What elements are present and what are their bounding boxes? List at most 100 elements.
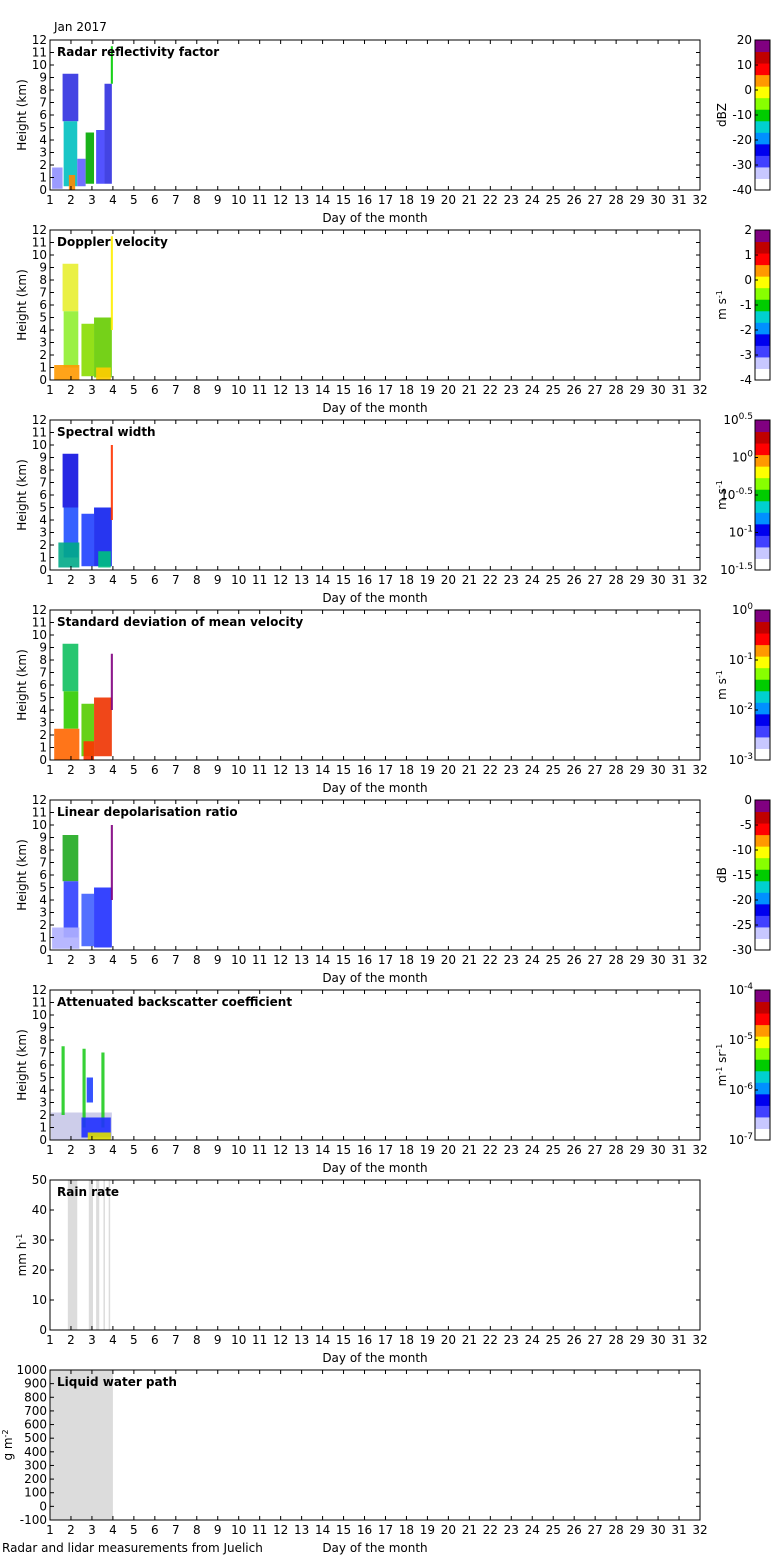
x-tick-label: 26 [567, 383, 582, 397]
heatmap-region [85, 132, 95, 184]
colorbar-swatch [755, 178, 770, 191]
colorbar-tick-label: 10-7 [729, 1132, 753, 1147]
colorbar-swatch [755, 253, 770, 266]
colorbar-swatch [755, 1024, 770, 1037]
x-tick-label: 16 [357, 1523, 372, 1537]
colorbar-swatch [755, 713, 770, 726]
y-tick-label: 3 [39, 716, 47, 730]
colorbar-swatch [755, 1047, 770, 1060]
colorbar-tick-label: 10-2 [729, 702, 753, 717]
panel-title: Radar reflectivity factor [57, 45, 219, 59]
heatmap-region [63, 881, 79, 938]
y-tick-label: 5 [39, 311, 47, 325]
x-tick-label: 29 [629, 1143, 644, 1157]
heatmap-region [62, 835, 79, 882]
y-tick-label: 0 [39, 183, 47, 197]
heatmap-region [81, 893, 95, 947]
x-tick-label: 32 [692, 953, 707, 967]
y-tick-label: 2 [39, 728, 47, 742]
x-tick-label: 25 [546, 193, 561, 207]
x-tick-label: 14 [315, 763, 330, 777]
y-tick-label: -100 [20, 1513, 47, 1527]
colorbar-swatch [755, 915, 770, 928]
x-tick-label: 5 [130, 953, 138, 967]
x-tick-label: 20 [441, 193, 456, 207]
month-label: Jan 2017 [54, 20, 107, 34]
heatmap-region [110, 653, 113, 710]
colorbar-label: m s-1 [715, 670, 730, 700]
y-tick-label: 4 [39, 893, 47, 907]
y-tick-label: 300 [24, 1458, 47, 1472]
x-tick-label: 7 [172, 573, 180, 587]
x-tick-label: 18 [399, 763, 414, 777]
colorbar-swatch [755, 834, 770, 847]
colorbar-swatch [755, 880, 770, 893]
colorbar-swatch [755, 535, 770, 548]
x-tick-label: 17 [378, 953, 393, 967]
colorbar-swatch [755, 489, 770, 502]
x-tick-label: 4 [109, 573, 117, 587]
x-tick-label: 11 [252, 763, 267, 777]
colorbar-swatch [755, 1093, 770, 1106]
x-tick-label: 22 [483, 1523, 498, 1537]
colorbar-swatch [755, 1082, 770, 1095]
x-tick-label: 14 [315, 573, 330, 587]
colorbar: 0 -5 -10 -15 -20 -25 -30 [732, 793, 771, 957]
y-tick-label: 5 [39, 1071, 47, 1085]
x-tick-label: 26 [567, 763, 582, 777]
colorbar [754, 609, 771, 761]
x-tick-label: 7 [172, 1333, 180, 1347]
y-tick-label: 11 [32, 996, 47, 1010]
y-tick-label: 8 [39, 1033, 47, 1047]
x-tick-label: 18 [399, 1143, 414, 1157]
panel-title: Doppler velocity [57, 235, 168, 249]
colorbar-swatch [755, 166, 770, 179]
colorbar-swatch [755, 667, 770, 680]
x-tick-label: 30 [650, 193, 665, 207]
colorbar-swatch [755, 546, 770, 559]
x-tick-label: 11 [252, 193, 267, 207]
colorbar-swatch [755, 230, 770, 243]
panel-1: 1 2 3 4 5 6 7 8 9 10 11 12 13 14 15 16 17 18 19 20 21 22 23 24 2… [15, 33, 771, 225]
y-axis-label: mm h-1 [15, 1234, 30, 1277]
y-tick-label: 5 [39, 121, 47, 135]
y-tick-label: 0 [39, 563, 47, 577]
colorbar-swatch [755, 264, 770, 277]
colorbar-swatch [755, 725, 770, 738]
y-tick-label: 11 [32, 426, 47, 440]
colorbar-tick-label: -1 [740, 298, 752, 312]
x-tick-label: 9 [214, 573, 222, 587]
colorbar-swatch [755, 431, 770, 444]
colorbar-swatch [755, 869, 770, 882]
x-tick-label: 11 [252, 383, 267, 397]
y-tick-label: 11 [32, 46, 47, 60]
svg-text:Height (km): Height (km) [15, 269, 29, 340]
x-tick-label: 23 [504, 763, 519, 777]
x-tick-label: 11 [252, 573, 267, 587]
x-tick-label: 32 [692, 573, 707, 587]
x-tick-label: 12 [273, 383, 288, 397]
y-tick-label: 1 [39, 931, 47, 945]
x-tick-label: 16 [357, 953, 372, 967]
x-tick-label: 31 [671, 1143, 686, 1157]
y-tick-label: 1000 [16, 1363, 47, 1377]
svg-text:m s-1: m s-1 [715, 290, 730, 320]
plot-frame [49, 1369, 701, 1521]
x-tick-label: 7 [172, 953, 180, 967]
colorbar-tick-label: 10-5 [729, 1032, 753, 1047]
x-tick-label: 20 [441, 383, 456, 397]
y-tick-label: 20 [32, 1263, 47, 1277]
panel-4: 1 2 3 4 5 6 7 8 9 10 11 12 13 14 15 16 17 18 19 20 21 22 23 24 2… [15, 603, 771, 795]
x-tick-label: 5 [130, 763, 138, 777]
x-tick-label: 24 [525, 193, 540, 207]
colorbar-swatch [755, 811, 770, 824]
y-tick-label: 7 [39, 476, 47, 490]
y-tick-label: 500 [24, 1431, 47, 1445]
y-tick-label: 1 [39, 171, 47, 185]
x-tick-label: 7 [172, 763, 180, 777]
x-tick-label: 12 [273, 1143, 288, 1157]
heatmap-region [98, 551, 111, 568]
x-tick-label: 21 [462, 763, 477, 777]
x-tick-label: 1 [46, 763, 54, 777]
